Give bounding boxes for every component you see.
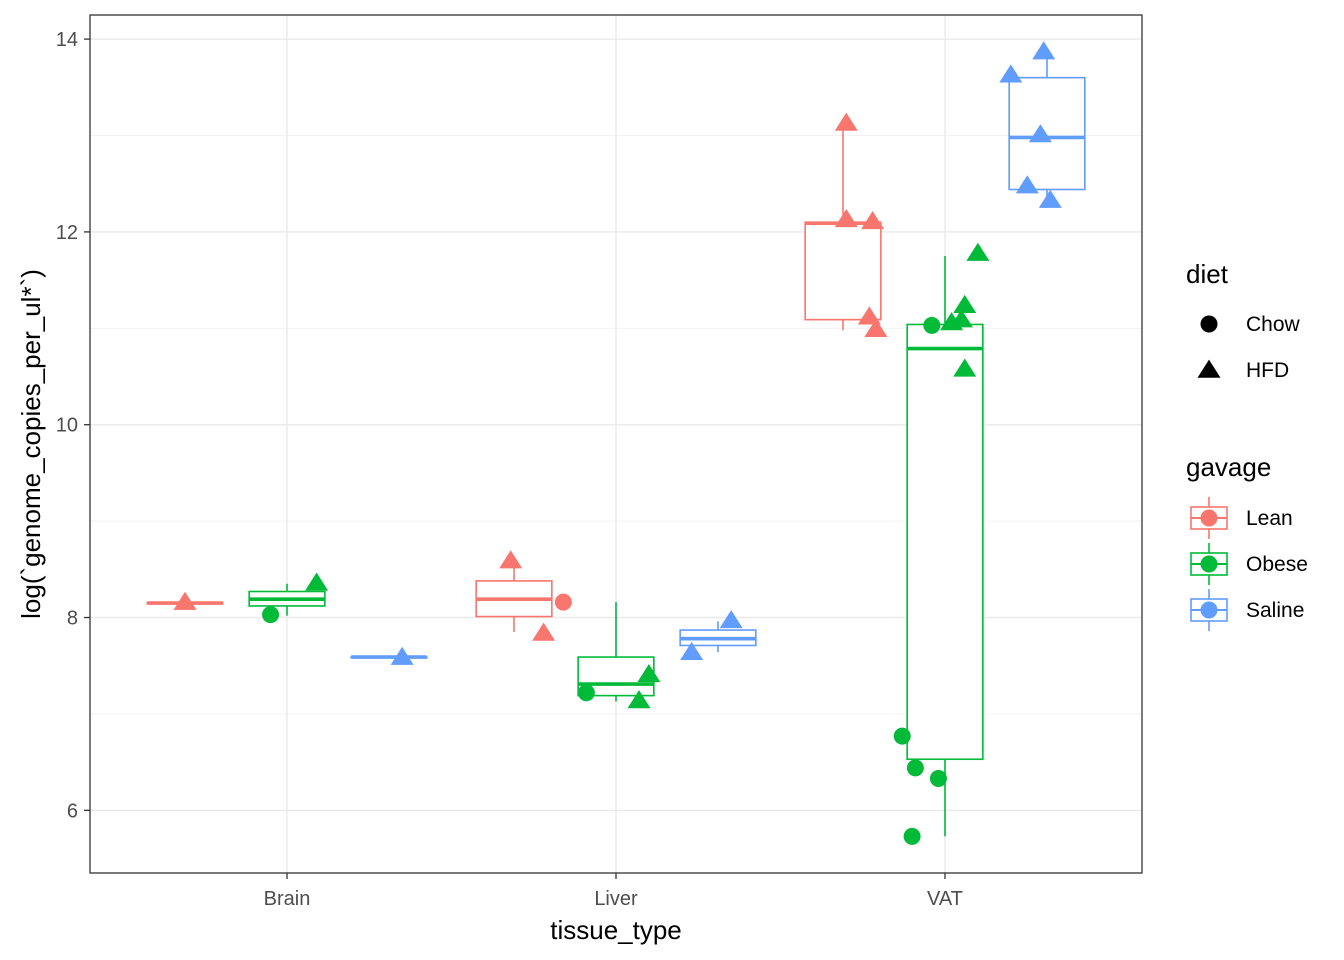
point-hfd <box>1032 41 1056 60</box>
legend-gavage-label: Saline <box>1246 599 1304 622</box>
point-hfd <box>680 641 704 660</box>
point-hfd <box>953 294 977 313</box>
point-hfd <box>999 64 1023 83</box>
point-chow <box>929 770 947 788</box>
point-hfd <box>627 690 651 709</box>
box-body <box>906 323 984 761</box>
point-hfd <box>953 358 977 377</box>
point-chow <box>893 727 911 745</box>
y-axis: 6 8 10 12 14 <box>56 29 90 822</box>
legend-key-saline <box>1190 589 1228 631</box>
x-tick-label: Liver <box>594 888 638 910</box>
x-tick-label: VAT <box>927 888 963 910</box>
legend-diet-label: Chow <box>1246 313 1301 336</box>
point-layer <box>173 41 1062 845</box>
box-vat-obese <box>906 256 984 837</box>
x-axis-title: tissue_type <box>550 915 682 945</box>
legend-key-hfd <box>1197 359 1221 378</box>
point-chow <box>903 827 921 845</box>
point-hfd <box>861 210 885 230</box>
point-hfd <box>305 572 329 591</box>
legend: diet Chow HFD gavage Lean Obese Saline <box>1186 259 1308 631</box>
point-hfd <box>173 591 197 610</box>
point-hfd <box>949 309 973 328</box>
point-hfd <box>499 550 523 569</box>
point-hfd <box>834 112 858 131</box>
point-chow <box>577 684 595 702</box>
x-tick-label: Brain <box>264 888 311 910</box>
y-tick-label: 12 <box>56 222 78 244</box>
y-axis-title: log(`genome_copies_per_ul*`) <box>16 269 46 619</box>
legend-key-point <box>1200 601 1218 619</box>
y-tick-label: 14 <box>56 29 78 51</box>
point-hfd <box>637 664 661 683</box>
box-body <box>804 221 882 321</box>
legend-key-point <box>1200 555 1218 573</box>
legend-gavage-label: Lean <box>1246 507 1293 530</box>
box-layer <box>146 53 1086 837</box>
grid-lines <box>90 15 1142 873</box>
y-tick-label: 6 <box>67 800 78 822</box>
point-hfd <box>1028 124 1052 143</box>
point-hfd <box>390 646 414 665</box>
legend-diet-label: HFD <box>1246 359 1289 382</box>
point-hfd <box>966 242 990 261</box>
box-liver-saline <box>679 621 757 653</box>
legend-key-point <box>1200 509 1218 527</box>
box-brain-obese <box>248 583 326 616</box>
point-hfd <box>864 318 888 338</box>
legend-gavage-title: gavage <box>1186 452 1271 482</box>
point-chow <box>906 759 924 777</box>
point-chow <box>262 606 280 624</box>
y-tick-label: 10 <box>56 415 78 437</box>
legend-key-chow <box>1200 315 1218 333</box>
legend-key-obese <box>1190 543 1228 585</box>
y-tick-label: 8 <box>67 608 78 630</box>
point-hfd <box>1015 175 1039 194</box>
box-liver-lean <box>475 562 553 632</box>
point-hfd <box>1038 189 1062 208</box>
x-axis: Brain Liver VAT <box>264 873 963 910</box>
box-vat-saline <box>1008 53 1086 203</box>
point-chow <box>923 316 941 334</box>
point-hfd <box>719 610 743 629</box>
box-brain-saline <box>350 655 428 659</box>
box-body <box>1008 76 1086 191</box>
legend-gavage-label: Obese <box>1246 553 1308 576</box>
point-hfd <box>532 622 556 641</box>
legend-key-lean <box>1190 497 1228 539</box>
point-chow <box>554 593 572 611</box>
box-vat-lean <box>804 123 882 331</box>
point-hfd <box>857 306 881 325</box>
legend-diet-title: diet <box>1186 259 1229 289</box>
point-hfd <box>834 209 858 228</box>
